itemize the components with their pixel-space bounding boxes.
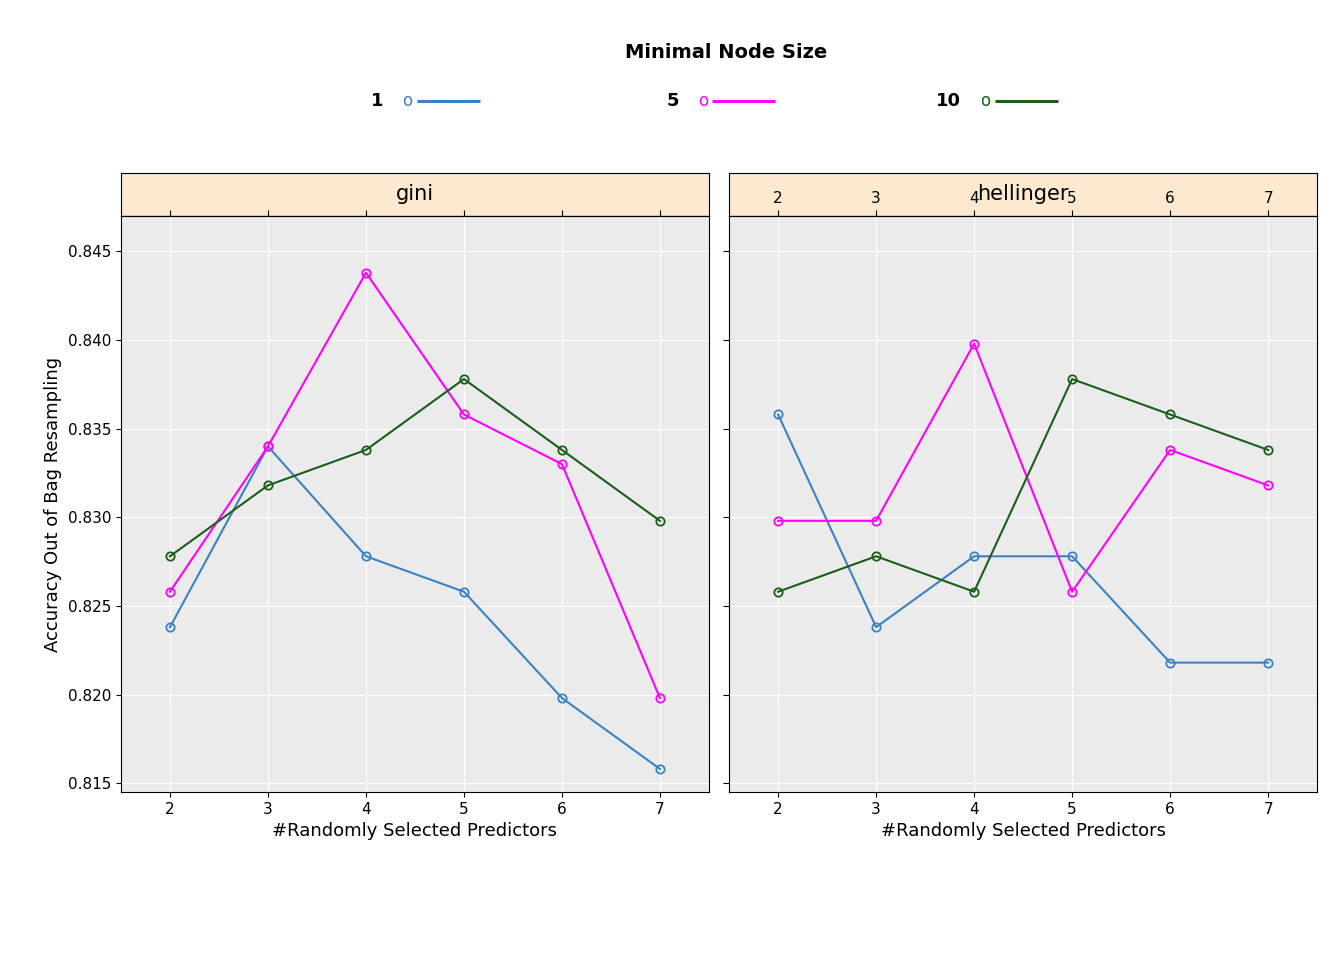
X-axis label: #Randomly Selected Predictors: #Randomly Selected Predictors [273,823,558,840]
X-axis label: #Randomly Selected Predictors: #Randomly Selected Predictors [880,823,1165,840]
Text: 10: 10 [935,92,961,109]
Text: o: o [402,92,413,109]
Text: Minimal Node Size: Minimal Node Size [625,43,827,62]
Text: 5: 5 [667,92,679,109]
Text: o: o [698,92,708,109]
Text: hellinger: hellinger [977,184,1068,204]
Text: o: o [980,92,991,109]
Text: 1: 1 [371,92,383,109]
Text: gini: gini [396,184,434,204]
Y-axis label: Accuracy Out of Bag Resampling: Accuracy Out of Bag Resampling [44,356,62,652]
